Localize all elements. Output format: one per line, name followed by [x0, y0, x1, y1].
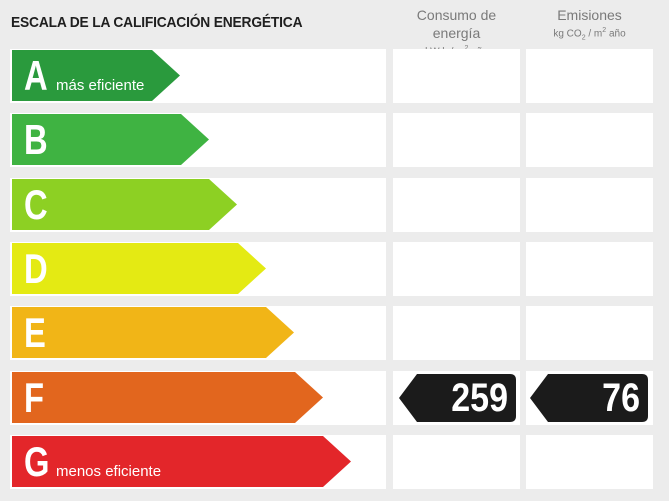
rating-arrow-a [12, 50, 180, 101]
result-badge-shape [530, 374, 648, 422]
rating-arrow-c [12, 179, 237, 230]
rating-arrow-b [12, 114, 209, 165]
emisiones-unit-text: kg CO [553, 28, 582, 40]
rating-arrow-shape [12, 114, 209, 165]
rating-arrow-shape [12, 436, 351, 487]
rating-arrow-e [12, 307, 294, 358]
rating-arrow-shape [12, 50, 180, 101]
rating-arrow-shape [12, 179, 237, 230]
consumo-cell [393, 178, 520, 232]
rating-arrow-g [12, 436, 351, 487]
rating-row-d: D [0, 242, 669, 296]
emisiones-unit-post: año [606, 28, 626, 40]
emisiones-cell [526, 242, 653, 296]
emisiones-unit-sub: 2 [581, 34, 586, 42]
rating-arrow-f [12, 372, 323, 423]
consumo-result-badge: 259 [399, 374, 516, 422]
rating-arrow-d [12, 243, 266, 294]
rating-letter: F [24, 374, 45, 421]
consumo-unit-sup: 2 [465, 45, 469, 52]
rating-letter: C [24, 181, 48, 228]
emisiones-cell [526, 49, 653, 103]
rating-letter: E [24, 309, 46, 356]
consumo-title: Consumo de energía [416, 7, 497, 41]
consumo-cell [393, 435, 520, 489]
consumo-result-badge-value: 259 [451, 376, 508, 420]
consumo-cell [393, 49, 520, 103]
rating-row-e: E [0, 306, 669, 360]
rating-arrow-shape [12, 372, 323, 423]
consumo-cell [393, 242, 520, 296]
page-title: ESCALA DE LA CALIFICACIÓN ENERGÉTICA [11, 14, 303, 31]
emisiones-result-badge-value: 76 [602, 376, 640, 420]
rating-arrow-shape [12, 243, 266, 294]
emisiones-unit: kg CO2 / m2 año [525, 24, 654, 45]
emisiones-unit-mid: / m [585, 28, 603, 40]
consumo-cell [393, 113, 520, 167]
emisiones-cell [526, 178, 653, 232]
result-badge-shape [399, 374, 516, 422]
emisiones-title: Emisiones [557, 7, 622, 23]
emisiones-result-badge: 76 [530, 374, 648, 422]
rating-sublabel: menos eficiente [56, 463, 162, 480]
emisiones-cell [526, 306, 653, 360]
emisiones-unit-sup: 2 [602, 27, 607, 34]
rating-row-c: C [0, 178, 669, 232]
emisiones-column-header: Emisiones kg CO2 / m2 año [525, 6, 654, 45]
rating-row-b: B [0, 113, 669, 167]
rating-letter: A [24, 52, 48, 99]
consumo-cell [393, 306, 520, 360]
rating-sublabel: más eficiente [56, 77, 145, 94]
rating-row-f: F 259 76 [0, 371, 669, 425]
emisiones-cell [526, 113, 653, 167]
emisiones-cell [526, 435, 653, 489]
rating-letter: G [24, 438, 50, 485]
rating-letter: D [24, 245, 48, 292]
rating-arrow-shape [12, 307, 294, 358]
rating-letter: B [24, 116, 48, 163]
